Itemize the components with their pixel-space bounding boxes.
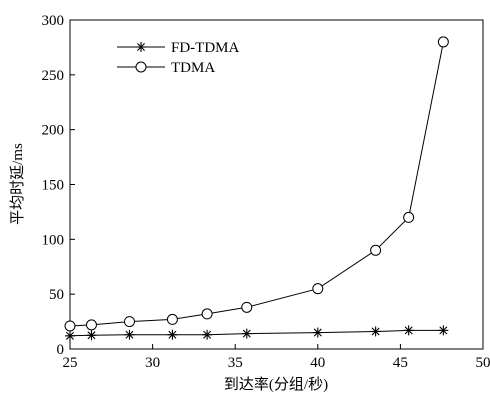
data-point-fd-tdma [241, 328, 252, 339]
data-point-fd-tdma [370, 326, 381, 337]
data-point-tdma [312, 283, 324, 295]
data-point-tdma [370, 244, 382, 256]
y-tick-label: 150 [42, 178, 65, 194]
legend-label-tdma: TDMA [171, 60, 215, 76]
data-point-tdma [437, 36, 449, 48]
data-point-tdma [201, 308, 213, 320]
data-point-tdma [166, 313, 178, 325]
x-tick-label: 45 [393, 355, 408, 371]
legend-marker-symbol [135, 61, 147, 73]
data-point-fd-tdma [167, 329, 178, 340]
data-point-tdma [85, 319, 97, 331]
legend-marker-tdma [135, 61, 147, 73]
x-tick-label: 35 [228, 355, 243, 371]
series-line-tdma [69, 41, 444, 327]
legend-marker-symbol [136, 42, 146, 52]
y-tick-label: 250 [42, 68, 65, 84]
x-tick-label: 40 [310, 355, 325, 371]
legend-marker-fd-tdma [136, 42, 146, 52]
y-tick-label: 0 [57, 342, 65, 358]
x-tick-label: 30 [145, 355, 160, 371]
y-tick-label: 300 [42, 13, 65, 29]
data-point-tdma [403, 211, 415, 223]
data-point-tdma [123, 316, 135, 328]
y-tick-label: 50 [49, 287, 64, 303]
series-layer [64, 36, 449, 341]
y-tick-label: 100 [42, 232, 65, 248]
data-point-fd-tdma [403, 325, 414, 336]
x-axis-label: 到达率(分组/秒) [224, 376, 328, 393]
legend-label-fd-tdma: FD-TDMA [171, 40, 240, 56]
data-point-fd-tdma [202, 329, 213, 340]
data-point-fd-tdma [65, 330, 75, 341]
x-tick-label: 50 [476, 355, 490, 371]
y-axis-label: 平均时延/ms [9, 143, 26, 225]
data-point-tdma [64, 320, 76, 332]
legend: FD-TDMA TDMA [117, 40, 240, 76]
data-point-fd-tdma [124, 329, 135, 340]
data-point-fd-tdma [438, 325, 449, 336]
x-axis-ticks: 25 30 35 40 45 50 [63, 344, 490, 371]
data-point-fd-tdma [312, 327, 323, 338]
data-point-fd-tdma [86, 330, 97, 341]
data-point-tdma [241, 301, 253, 313]
y-axis-ticks: 0 50 100 150 200 250 300 [42, 13, 75, 358]
series-line-fd-tdma [69, 329, 444, 337]
y-tick-label: 200 [42, 123, 65, 139]
x-tick-label: 25 [63, 355, 78, 371]
